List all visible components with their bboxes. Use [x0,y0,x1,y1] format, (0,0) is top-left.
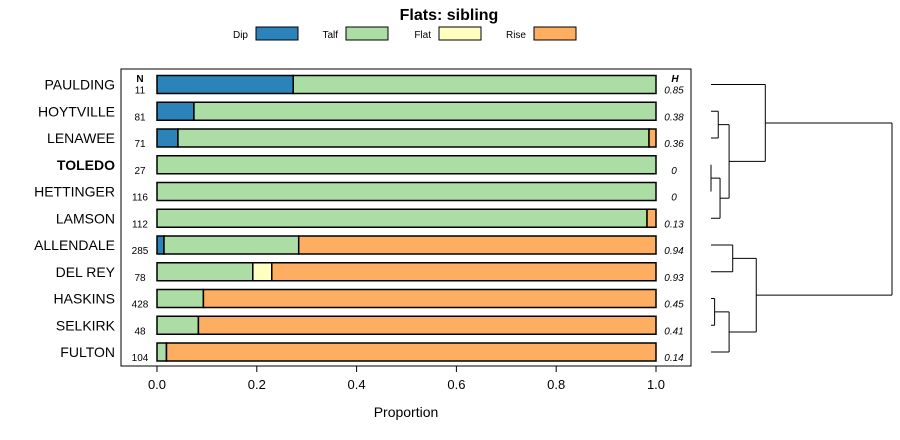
n-value: 48 [134,326,146,337]
bar-segment-talf [193,101,657,121]
bar-segment-rise [197,315,657,335]
h-column-header: H [671,74,679,85]
x-tick-label: 0.8 [547,377,565,392]
n-column-header: N [136,74,143,85]
bar-segment-rise [648,128,657,148]
h-value: 0.14 [664,353,684,364]
row-label: HOYTVILLE [38,103,115,119]
x-tick-label: 0.4 [348,377,366,392]
dendrogram-merge [711,244,734,273]
h-value: 0.45 [664,300,684,311]
h-value: 0.93 [664,273,684,284]
bar-row-lamson: LAMSON 112 0.13 [56,208,684,230]
plot-panel [120,68,692,367]
legend-label-talf: Talf [322,30,338,41]
row-label: FULTON [60,344,115,360]
h-value: 0.13 [664,219,684,230]
dendrogram-merge [711,84,766,162]
bar-row-allendale: ALLENDALE 285 0.94 [34,235,684,257]
bar-row-del-rey: DEL REY 78 0.93 [56,262,684,284]
bar-row-selkirk: SELKIRK 48 0.41 [56,315,684,337]
dendrogram-merge [711,110,719,139]
legend-label-flat: Flat [414,30,431,41]
h-value: 0.36 [664,139,684,150]
bar-segment-talf [156,208,648,228]
bar-segment-talf [292,74,657,95]
bar-segment-talf [156,262,254,282]
h-value: 0.41 [664,326,683,337]
n-value: 104 [132,353,149,364]
bar-segment-rise [646,208,657,228]
bar-row-haskins: HASKINS 428 0.45 [54,288,684,311]
legend-swatch-rise [533,26,577,41]
n-value: 285 [132,246,149,257]
bar-segment-talf [156,342,168,362]
row-label: TOLEDO [57,157,115,173]
bar-segment-talf [156,155,657,175]
n-value: 428 [132,300,149,311]
bar-segment-rise [202,288,657,309]
bar-segment-dip [156,235,165,255]
bar-row-hettinger: HETTINGER 116 0 [34,181,677,204]
bar-segment-dip [156,101,195,121]
bar-row-toledo: TOLEDO 27 0 [57,155,677,177]
legend: Dip Talf Flat Rise [233,26,577,41]
bar-segment-talf [156,288,205,309]
bar-row-hoytville: HOYTVILLE 81 0.38 [38,101,684,123]
x-axis: 0.0 0.2 0.4 0.6 0.8 1.0 [148,366,665,392]
bar-row-lenawee: LENAWEE 71 0.36 [47,128,684,150]
dendrogram [710,84,893,353]
n-value: 116 [132,193,148,204]
bar-segment-rise [297,235,657,255]
bar-segment-talf [156,315,200,335]
legend-swatch-talf [345,26,389,41]
bar-row-fulton: FULTON 104 0.14 [60,342,684,364]
h-value: 0.94 [664,246,684,257]
n-value: 81 [134,112,146,123]
x-tick-label: 0.0 [148,377,166,392]
h-value: 0 [671,193,677,204]
bar-segment-flat [252,262,273,282]
n-value: 71 [134,139,146,150]
row-label: LENAWEE [47,130,115,146]
n-value: 27 [134,166,146,177]
n-value: 78 [134,273,146,284]
legend-swatch-dip [255,26,299,41]
bar-segment-dip [156,128,179,148]
dendrogram-merge [711,177,721,219]
x-tick-label: 0.2 [248,377,266,392]
dendrogram-merge [756,122,893,296]
dendrogram-merge [711,311,730,353]
legend-label-rise: Rise [506,30,526,41]
h-value: 0 [671,166,677,177]
row-label: PAULDING [44,77,115,93]
row-label: HASKINS [54,291,115,307]
bar-segment-dip [156,74,294,95]
h-value: 0.85 [664,86,684,97]
chart-title: Flats: sibling [400,7,499,24]
legend-label-dip: Dip [233,30,248,41]
row-label: SELKIRK [56,317,116,333]
x-tick-label: 1.0 [647,377,665,392]
row-label: ALLENDALE [34,237,115,253]
row-label: DEL REY [56,264,116,280]
bar-segment-talf [156,181,657,202]
n-value: 11 [135,86,146,97]
bar-segment-rise [165,342,657,362]
bar-segment-talf [163,235,300,255]
n-value: 112 [132,219,148,230]
row-label: HETTINGER [34,184,115,200]
bar-segment-rise [271,262,657,282]
legend-swatch-flat [438,26,482,41]
dendrogram-merge [711,298,716,326]
x-tick-label: 0.6 [447,377,465,392]
x-axis-label: Proportion [374,404,439,420]
h-value: 0.38 [664,112,684,123]
row-label: LAMSON [56,210,115,226]
bar-rows: PAULDING 11 0.85 HOYTVILLE 81 0.38 LENAWEE 71 0.… [34,74,684,364]
bar-row-paulding: PAULDING 11 0.85 [44,74,684,97]
bar-segment-talf [177,128,650,148]
